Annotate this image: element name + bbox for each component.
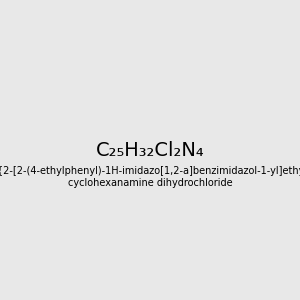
Text: N-{2-[2-(4-ethylphenyl)-1H-imidazo[1,2-a]benzimidazol-1-yl]ethyl}
cyclohexanamin: N-{2-[2-(4-ethylphenyl)-1H-imidazo[1,2-a… xyxy=(0,166,300,188)
Text: C₂₅H₃₂Cl₂N₄: C₂₅H₃₂Cl₂N₄ xyxy=(96,140,204,160)
